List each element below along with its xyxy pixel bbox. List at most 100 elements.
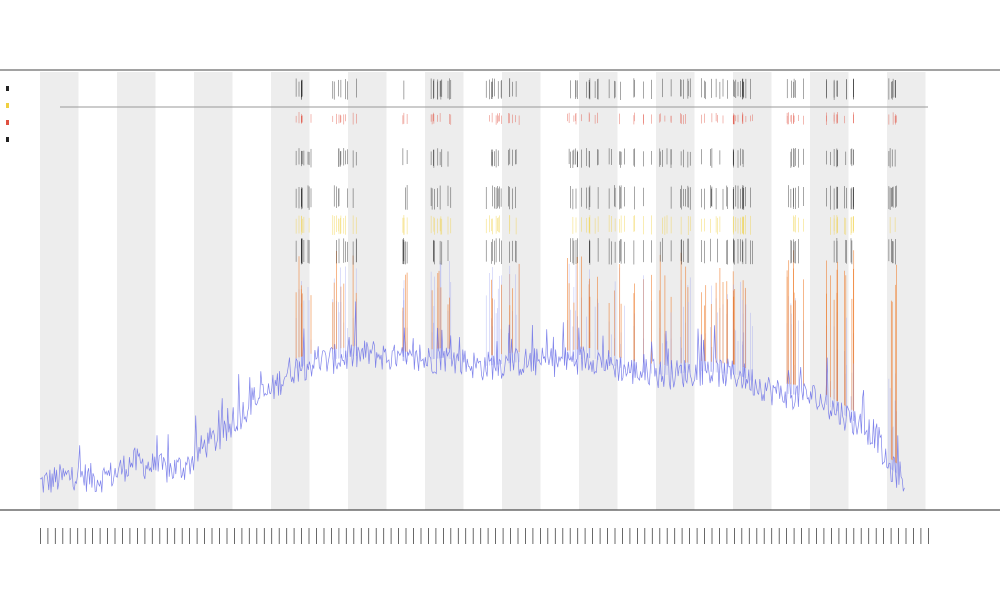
x-tick-label — [860, 528, 862, 544]
x-tick-label — [592, 528, 593, 544]
band — [348, 72, 387, 510]
x-tick-label — [689, 528, 690, 544]
x-tick-label — [189, 528, 190, 544]
x-tick-label — [525, 528, 526, 544]
x-tick-label — [181, 528, 183, 544]
x-tick-label — [704, 528, 705, 544]
x-tick-label — [719, 528, 720, 544]
x-tick-label — [808, 528, 810, 544]
x-tick-label — [584, 528, 586, 544]
x-tick-label — [853, 528, 855, 544]
x-tick-label — [674, 528, 676, 544]
x-tick-label — [637, 528, 638, 544]
band — [810, 72, 849, 510]
legend — [6, 86, 9, 142]
x-tick-label — [390, 528, 392, 544]
baseline-line — [39, 301, 905, 493]
x-tick-label — [54, 528, 56, 544]
band — [425, 72, 464, 510]
x-tick-label — [234, 528, 235, 544]
x-tick-label — [443, 528, 444, 544]
band — [271, 72, 310, 510]
x-tick-label — [107, 528, 108, 544]
band-group — [40, 72, 926, 510]
x-tick-label — [883, 528, 884, 544]
x-tick-label — [622, 528, 623, 544]
x-tick-label — [196, 528, 198, 544]
band — [502, 72, 541, 510]
x-tick-label — [211, 528, 213, 544]
band — [887, 72, 926, 510]
x-tick-label — [99, 528, 101, 544]
x-tick-label — [831, 528, 832, 544]
x-tick-label — [345, 528, 347, 544]
x-tick-label — [845, 528, 847, 544]
x-tick-label — [465, 528, 467, 544]
x-tick-label — [241, 528, 243, 544]
x-tick-label — [928, 528, 929, 544]
band — [656, 72, 695, 510]
x-tick-label — [435, 528, 437, 544]
x-tick-label — [353, 528, 355, 544]
x-tick-label — [681, 528, 683, 544]
x-tick-label — [569, 528, 571, 544]
x-tick-label — [629, 528, 631, 544]
x-tick-label — [114, 528, 116, 544]
x-tick-label — [651, 528, 653, 544]
x-tick-label — [144, 528, 146, 544]
x-tick-label — [278, 528, 280, 544]
x-tick-label — [457, 528, 459, 544]
x-tick-label — [472, 528, 474, 544]
x-tick-label — [166, 528, 168, 544]
x-tick-label — [77, 528, 79, 544]
x-tick-label — [495, 528, 496, 544]
x-tick-label — [517, 528, 519, 544]
x-tick-label — [360, 528, 362, 544]
x-tick-label — [323, 528, 325, 544]
x-tick-label — [398, 528, 399, 544]
x-tick-label — [129, 528, 131, 544]
x-tick-label — [338, 528, 340, 544]
x-tick-label — [801, 528, 802, 544]
x-tick-label — [428, 528, 429, 544]
x-tick-label — [540, 528, 541, 544]
x-tick-label — [823, 528, 825, 544]
x-tick-label — [174, 528, 176, 544]
x-tick-label — [40, 528, 41, 544]
x-tick-label — [711, 528, 713, 544]
x-tick-label — [368, 528, 370, 544]
band — [40, 72, 79, 510]
x-tick-label — [256, 528, 258, 544]
legend-swatch — [6, 120, 9, 125]
x-tick-label — [69, 528, 71, 544]
x-tick-label — [263, 528, 265, 544]
x-tick-label — [890, 528, 892, 544]
x-tick-label — [159, 528, 161, 544]
x-tick-label — [62, 528, 64, 544]
x-ticks — [40, 528, 929, 544]
x-tick-label — [816, 528, 817, 544]
x-tick-label — [838, 528, 840, 544]
x-tick-label — [151, 528, 153, 544]
spike-group — [295, 78, 897, 474]
x-tick-label — [913, 528, 914, 544]
x-tick-label — [383, 528, 385, 544]
x-tick-label — [741, 528, 743, 544]
x-tick-label — [599, 528, 601, 544]
x-tick-label — [271, 528, 273, 544]
x-tick-label — [748, 528, 750, 544]
legend-swatch — [6, 137, 9, 142]
x-tick-label — [420, 528, 422, 544]
x-tick-label — [756, 528, 758, 544]
x-tick-label — [308, 528, 310, 544]
x-tick-label — [375, 528, 377, 544]
x-tick-label — [226, 528, 228, 544]
x-tick-label — [793, 528, 795, 544]
x-tick-label — [786, 528, 787, 544]
x-tick-label — [331, 528, 332, 544]
x-tick-label — [405, 528, 407, 544]
x-tick-label — [532, 528, 534, 544]
x-tick-label — [696, 528, 698, 544]
